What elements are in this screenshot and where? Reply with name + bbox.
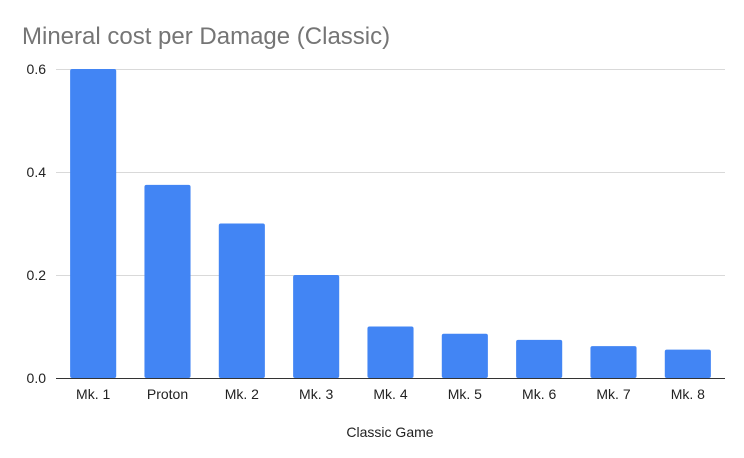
x-tick-label: Mk. 3 [299, 386, 333, 402]
x-axis-title: Classic Game [346, 424, 433, 440]
x-tick-label: Mk. 4 [373, 386, 407, 402]
bar [590, 346, 637, 378]
x-axis-ticks: Mk. 1 Proton Mk. 2 Mk. 3 Mk. 4 Mk. 5 Mk. 6 Mk. … [76, 386, 705, 402]
bar [293, 275, 340, 378]
bar [441, 333, 488, 378]
x-tick-label: Mk. 1 [76, 386, 110, 402]
bar [144, 184, 191, 378]
x-tick-label: Mk. 5 [448, 386, 482, 402]
x-tick-label: Mk. 8 [671, 386, 705, 402]
bar [218, 223, 265, 378]
y-tick-label: 0.6 [27, 61, 47, 77]
chart-title: Mineral cost per Damage (Classic) [22, 23, 390, 50]
x-tick-label: Proton [147, 386, 188, 402]
bar [70, 69, 117, 378]
y-tick-label: 0.2 [27, 267, 47, 283]
bar [367, 326, 414, 378]
bar [516, 339, 563, 378]
x-tick-label: Mk. 7 [596, 386, 630, 402]
y-tick-label: 0.0 [27, 370, 47, 386]
x-tick-label: Mk. 6 [522, 386, 556, 402]
x-tick-label: Mk. 2 [225, 386, 259, 402]
bar [664, 349, 711, 378]
y-tick-label: 0.4 [27, 164, 47, 180]
y-axis-ticks: 0.0 0.2 0.4 0.6 [27, 61, 47, 386]
bars [70, 69, 711, 378]
